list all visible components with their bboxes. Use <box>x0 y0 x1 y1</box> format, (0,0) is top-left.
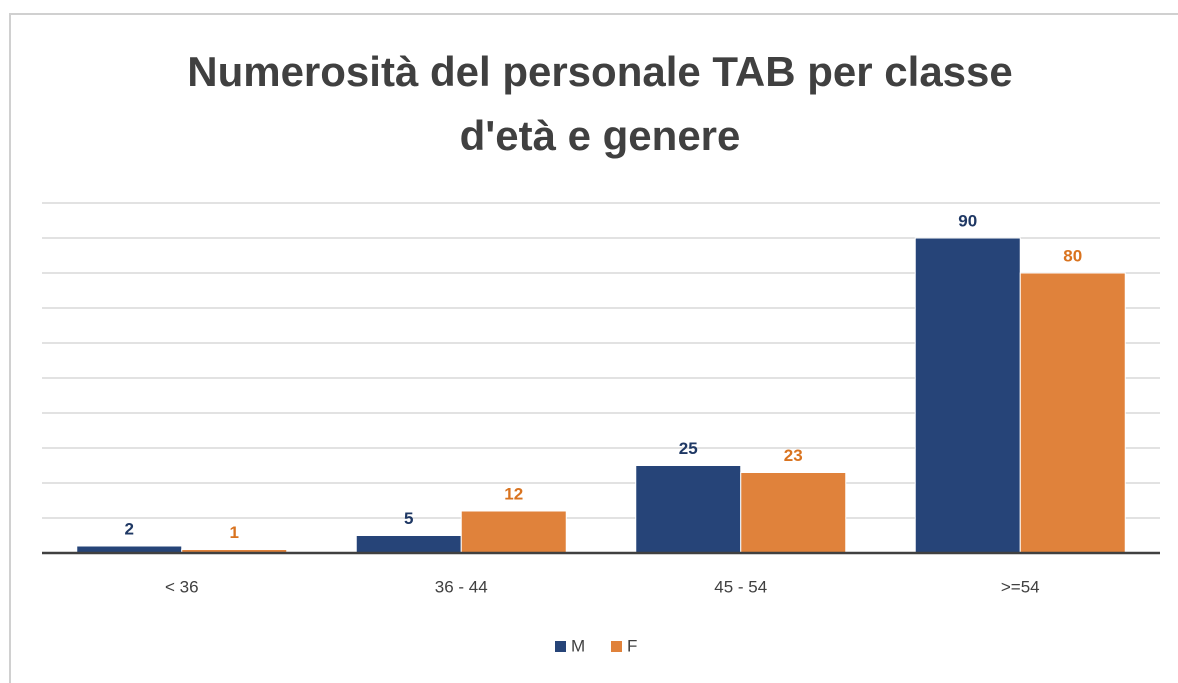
data-label: 1 <box>230 523 239 542</box>
bar <box>355 535 462 554</box>
bar <box>1019 272 1126 554</box>
chart-frame <box>9 13 1178 683</box>
x-tick-label: < 36 <box>165 577 199 596</box>
data-label: 12 <box>504 484 523 503</box>
bar <box>635 465 742 554</box>
bar <box>460 510 567 554</box>
x-tick-label: >=54 <box>1001 577 1040 596</box>
x-tick-label: 45 - 54 <box>714 577 767 596</box>
data-label: 80 <box>1063 246 1082 265</box>
data-label: 5 <box>404 509 413 528</box>
data-label: 23 <box>784 446 803 465</box>
legend-label: F <box>627 636 637 655</box>
legend-swatch <box>611 641 622 652</box>
bar <box>740 472 847 554</box>
data-label: 25 <box>679 439 698 458</box>
bar <box>914 237 1021 554</box>
legend-swatch <box>555 641 566 652</box>
legend-label: M <box>571 636 585 655</box>
data-label: 2 <box>125 519 134 538</box>
data-label: 90 <box>958 211 977 230</box>
chart-title: Numerosità del personale TAB per classe … <box>187 48 1013 159</box>
x-tick-label: 36 - 44 <box>435 577 488 596</box>
